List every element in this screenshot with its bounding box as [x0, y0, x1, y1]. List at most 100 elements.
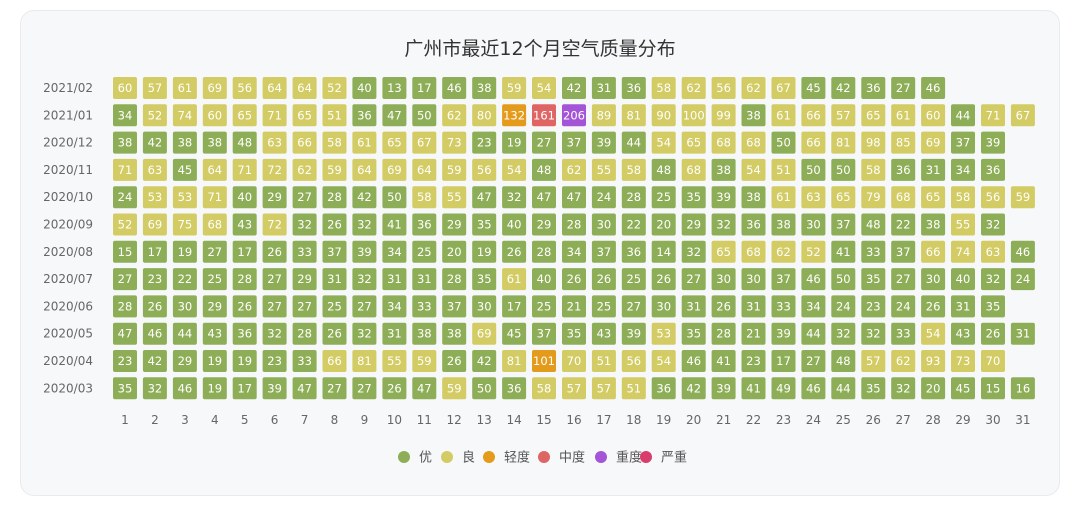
day-cell[interactable]: [861, 295, 886, 318]
day-cell[interactable]: [292, 268, 317, 291]
day-cell[interactable]: [831, 377, 856, 400]
day-cell[interactable]: [412, 377, 437, 400]
day-cell[interactable]: [951, 186, 975, 209]
day-cell[interactable]: [172, 377, 197, 400]
day-cell[interactable]: [232, 377, 257, 400]
day-cell[interactable]: [1010, 240, 1035, 263]
day-cell[interactable]: [562, 322, 586, 345]
day-cell[interactable]: [322, 104, 347, 127]
day-cell[interactable]: [951, 350, 975, 372]
day-cell[interactable]: [651, 240, 676, 263]
day-cell[interactable]: [502, 77, 527, 99]
day-cell[interactable]: [142, 295, 167, 318]
day-cell[interactable]: [771, 213, 796, 236]
day-cell[interactable]: [591, 158, 616, 181]
day-cell[interactable]: [981, 295, 1005, 318]
day-cell[interactable]: [861, 186, 886, 209]
day-cell[interactable]: [591, 213, 616, 236]
day-cell[interactable]: [981, 350, 1005, 372]
day-cell[interactable]: [172, 77, 197, 99]
day-cell[interactable]: [831, 186, 856, 209]
day-cell[interactable]: [472, 158, 497, 181]
day-cell[interactable]: [322, 213, 347, 236]
day-cell[interactable]: [202, 350, 227, 372]
day-cell[interactable]: [771, 131, 796, 154]
day-cell[interactable]: [142, 77, 167, 99]
day-cell[interactable]: [262, 77, 287, 99]
day-cell[interactable]: [202, 268, 227, 291]
day-cell[interactable]: [113, 377, 137, 400]
day-cell[interactable]: [771, 322, 796, 345]
legend-label[interactable]: 严重: [661, 450, 687, 466]
day-cell[interactable]: [651, 377, 676, 400]
day-cell[interactable]: [951, 131, 975, 154]
day-cell[interactable]: [232, 213, 257, 236]
day-cell[interactable]: [621, 186, 646, 209]
day-cell[interactable]: [951, 295, 975, 318]
day-cell[interactable]: [472, 350, 497, 372]
day-cell[interactable]: [142, 213, 167, 236]
day-cell[interactable]: [262, 186, 287, 209]
day-cell[interactable]: [621, 295, 646, 318]
day-cell[interactable]: [292, 131, 317, 154]
day-cell[interactable]: [651, 322, 676, 345]
day-cell[interactable]: [322, 350, 347, 372]
day-cell[interactable]: [711, 377, 736, 400]
day-cell[interactable]: [591, 77, 616, 99]
day-cell[interactable]: [412, 295, 437, 318]
day-cell[interactable]: [801, 104, 826, 127]
day-cell[interactable]: [951, 268, 975, 291]
day-cell[interactable]: [711, 295, 736, 318]
day-cell[interactable]: [651, 268, 676, 291]
legend-dot[interactable]: [483, 451, 495, 463]
day-cell[interactable]: [292, 377, 317, 400]
day-cell[interactable]: [292, 295, 317, 318]
day-cell[interactable]: [801, 213, 826, 236]
day-cell[interactable]: [651, 295, 676, 318]
day-cell[interactable]: [951, 213, 975, 236]
legend-dot[interactable]: [640, 451, 652, 463]
day-cell[interactable]: [202, 240, 227, 263]
day-cell[interactable]: [502, 158, 527, 181]
day-cell[interactable]: [322, 131, 347, 154]
day-cell[interactable]: [442, 77, 467, 99]
day-cell[interactable]: [202, 377, 227, 400]
day-cell[interactable]: [801, 377, 826, 400]
day-cell[interactable]: [502, 186, 527, 209]
day-cell[interactable]: [621, 322, 646, 345]
day-cell[interactable]: [202, 131, 227, 154]
day-cell[interactable]: [532, 158, 556, 181]
day-cell[interactable]: [681, 295, 706, 318]
day-cell[interactable]: [861, 377, 886, 400]
day-cell[interactable]: [262, 295, 287, 318]
day-cell[interactable]: [562, 268, 586, 291]
day-cell[interactable]: [202, 295, 227, 318]
day-cell[interactable]: [681, 350, 706, 372]
day-cell[interactable]: [262, 377, 287, 400]
day-cell[interactable]: [621, 268, 646, 291]
legend-dot[interactable]: [595, 451, 607, 463]
day-cell[interactable]: [621, 377, 646, 400]
day-cell[interactable]: [891, 295, 916, 318]
day-cell[interactable]: [442, 295, 467, 318]
day-cell[interactable]: [412, 213, 437, 236]
day-cell[interactable]: [442, 268, 467, 291]
day-cell[interactable]: [113, 186, 137, 209]
day-cell[interactable]: [352, 77, 377, 99]
day-cell[interactable]: [232, 295, 257, 318]
day-cell[interactable]: [532, 350, 556, 372]
day-cell[interactable]: [831, 295, 856, 318]
day-cell[interactable]: [681, 268, 706, 291]
day-cell[interactable]: [142, 377, 167, 400]
day-cell[interactable]: [621, 131, 646, 154]
day-cell[interactable]: [292, 213, 317, 236]
day-cell[interactable]: [232, 240, 257, 263]
day-cell[interactable]: [921, 350, 946, 372]
day-cell[interactable]: [113, 295, 137, 318]
day-cell[interactable]: [771, 158, 796, 181]
day-cell[interactable]: [771, 377, 796, 400]
day-cell[interactable]: [382, 213, 407, 236]
day-cell[interactable]: [711, 350, 736, 372]
day-cell[interactable]: [262, 322, 287, 345]
day-cell[interactable]: [681, 186, 706, 209]
